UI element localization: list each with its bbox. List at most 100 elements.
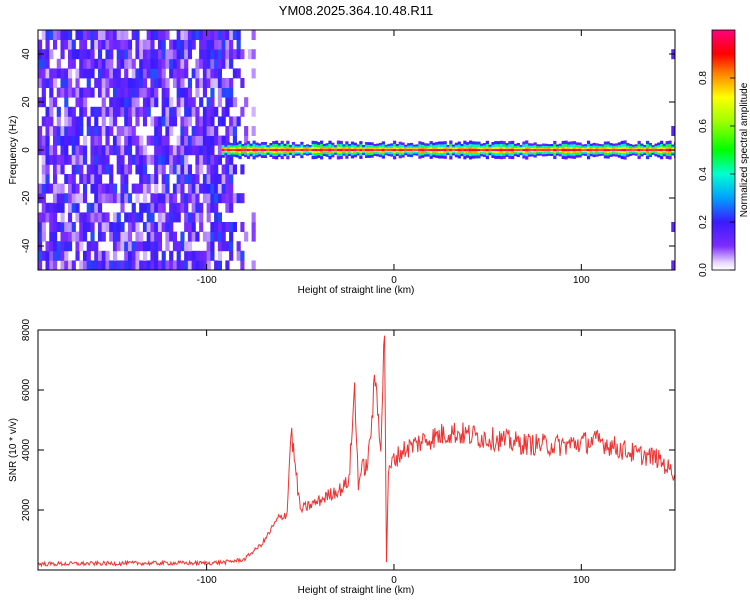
heatmap-cell xyxy=(463,148,467,152)
heatmap-cell xyxy=(184,135,189,146)
heatmap-cell xyxy=(187,164,193,175)
heatmap-cell xyxy=(176,97,181,108)
heatmap-cell xyxy=(109,39,114,50)
heatmap-cell xyxy=(225,30,230,40)
heatmap-cell xyxy=(135,106,140,117)
heatmap-cell xyxy=(150,78,155,88)
heatmap-cell xyxy=(56,116,61,127)
heatmap-cell xyxy=(56,202,61,213)
heatmap-cell xyxy=(56,106,61,117)
heatmap-cell xyxy=(101,30,106,40)
heatmap-cell xyxy=(206,241,211,252)
heatmap-cell xyxy=(101,78,106,88)
heatmap-cell xyxy=(511,148,515,152)
heatmap-cell xyxy=(176,183,181,194)
heatmap-cell xyxy=(142,39,148,50)
heatmap-cell xyxy=(359,148,363,152)
heatmap-cell xyxy=(176,87,181,98)
heatmap-cell xyxy=(139,212,144,223)
heatmap-cell xyxy=(154,250,159,261)
heatmap-cell xyxy=(38,68,43,79)
heatmap-cell xyxy=(172,49,178,60)
heatmap-cell xyxy=(90,106,95,117)
heatmap-cell xyxy=(94,250,99,261)
heatmap-cell xyxy=(606,148,610,152)
heatmap-cell xyxy=(210,231,215,242)
heatmap-cell xyxy=(60,30,65,40)
heatmap-cell xyxy=(45,164,50,175)
heatmap-cells xyxy=(38,30,675,270)
heatmap-cell xyxy=(52,30,58,40)
heatmap-cell xyxy=(615,149,619,151)
heatmap-cell xyxy=(157,116,163,127)
heatmap-cell xyxy=(139,49,144,60)
heatmap-cell xyxy=(210,78,215,88)
heatmap-cell xyxy=(251,49,256,60)
heatmap-cell xyxy=(165,58,170,69)
heatmap-cell xyxy=(45,30,50,40)
heatmap-cell xyxy=(176,135,181,146)
spectrogram-x-tick-label: -100 xyxy=(197,275,217,286)
heatmap-cell xyxy=(45,135,50,146)
heatmap-cell xyxy=(217,174,223,184)
heatmap-cell xyxy=(49,241,54,252)
heatmap-cell xyxy=(195,116,200,127)
heatmap-cell xyxy=(556,149,560,151)
heatmap-cell xyxy=(176,30,181,40)
heatmap-cell xyxy=(157,68,163,79)
heatmap-cell xyxy=(221,58,226,69)
heatmap-cell xyxy=(124,135,129,146)
heatmap-cell xyxy=(634,149,638,151)
heatmap-cell xyxy=(56,183,61,194)
heatmap-cell xyxy=(101,126,106,136)
heatmap-cell xyxy=(191,260,196,270)
heatmap-cell xyxy=(112,193,118,204)
heatmap-cell xyxy=(127,106,133,117)
heatmap-cell xyxy=(210,106,215,117)
heatmap-cell xyxy=(82,222,88,232)
heatmap-cell xyxy=(157,164,163,175)
heatmap-cell xyxy=(124,164,129,175)
heatmap-cell xyxy=(169,97,174,108)
heatmap-cell xyxy=(236,193,241,204)
heatmap-cell xyxy=(236,68,241,79)
heatmap-cell xyxy=(184,260,189,270)
heatmap-cell xyxy=(131,241,136,252)
heatmap-cell xyxy=(339,148,343,152)
heatmap-cell xyxy=(217,241,223,252)
heatmap-cell xyxy=(154,30,159,40)
heatmap-cell xyxy=(202,193,208,204)
heatmap-cell xyxy=(350,148,355,152)
heatmap-cell xyxy=(454,149,459,151)
heatmap-cell xyxy=(187,145,193,156)
heatmap-cell xyxy=(603,148,608,152)
heatmap-cell xyxy=(238,148,242,152)
heatmap-cell xyxy=(71,135,76,146)
heatmap-cell xyxy=(116,78,121,88)
heatmap-cell xyxy=(272,148,276,152)
heatmap-cell xyxy=(124,58,129,69)
heatmap-cell xyxy=(169,106,174,117)
heatmap-cell xyxy=(105,193,110,204)
heatmap-cell xyxy=(94,260,99,270)
heatmap-cell xyxy=(291,149,296,151)
heatmap-cell xyxy=(79,116,84,127)
heatmap-cell xyxy=(109,222,114,232)
heatmap-cell xyxy=(67,154,73,165)
heatmap-cell xyxy=(45,68,50,79)
heatmap-cell xyxy=(49,78,54,88)
heatmap-cell xyxy=(124,30,129,40)
heatmap-cell xyxy=(199,97,204,108)
heatmap-cell xyxy=(229,250,234,261)
heatmap-cell xyxy=(150,250,155,261)
heatmap-cell xyxy=(671,222,675,232)
heatmap-cell xyxy=(38,212,43,223)
heatmap-cell xyxy=(319,148,324,152)
heatmap-cell xyxy=(45,39,50,50)
heatmap-cell xyxy=(210,49,215,60)
figure-title: YM08.2025.364.10.48.R11 xyxy=(279,3,433,18)
heatmap-cell xyxy=(494,148,498,152)
heatmap-cell xyxy=(52,212,58,223)
heatmap-cell xyxy=(206,106,211,117)
heatmap-cell xyxy=(131,183,136,194)
